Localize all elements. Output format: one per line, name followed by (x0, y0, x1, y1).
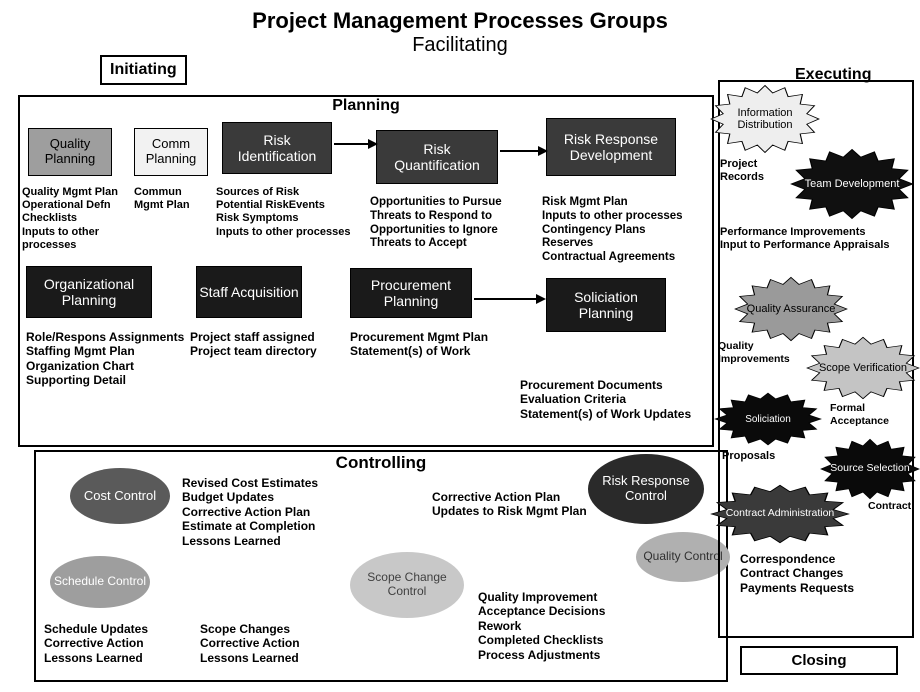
proc-procurement-planning: Procurement Planning (350, 268, 472, 318)
proc-cost-control: Cost Control (70, 468, 170, 524)
out-riskid: Sources of Risk Potential RiskEvents Ris… (216, 186, 366, 239)
out-riskr: Risk Mgmt Plan Inputs to other processes… (542, 196, 722, 265)
proc-solicitation-planning: Soliciation Planning (546, 278, 666, 332)
proc-quality-assurance: Quality Assurance (734, 276, 848, 342)
arrow-riskid-riskq-head (368, 139, 378, 149)
group-closing: Closing (740, 646, 898, 675)
proc-comm-planning: Comm Planning (134, 128, 208, 176)
out-staff: Project staff assigned Project team dire… (190, 330, 350, 359)
out-source: Contract (868, 500, 920, 513)
out-org: Role/Respons Assignments Staffing Mgmt P… (26, 330, 186, 388)
out-solicx: Proposals (722, 450, 802, 463)
out-scope: Scope Changes Corrective Action Lessons … (200, 622, 360, 665)
proc-info-distribution: Information Distribution (710, 84, 820, 154)
proc-org-planning: Organizational Planning (26, 266, 152, 318)
out-contract: Correspondence Contract Changes Payments… (740, 552, 910, 595)
out-schedule: Schedule Updates Corrective Action Lesso… (44, 622, 204, 665)
proc-solicitation-exec: Soliciation (714, 392, 822, 446)
out-scopever: Formal Acceptance (830, 402, 920, 427)
arrow-riskq-riskr-head (538, 146, 548, 156)
out-procure: Procurement Mgmt Plan Statement(s) of Wo… (350, 330, 520, 359)
out-riskctrl: Corrective Action Plan Updates to Risk M… (432, 490, 602, 519)
proc-quality-planning: Quality Planning (28, 128, 112, 176)
arrow-proc-solic-head (536, 294, 546, 304)
proc-schedule-control: Schedule Control (50, 556, 150, 608)
proc-risk-quantification: Risk Quantification (376, 130, 498, 184)
planning-title: Planning (18, 97, 714, 115)
out-info: Project Records (720, 158, 800, 184)
out-team: Performance Improvements Input to Perfor… (720, 226, 920, 252)
out-comm: Commun Mgmt Plan (134, 186, 214, 212)
out-qa: Quality Improvements (718, 340, 818, 365)
proc-scope-change-control: Scope Change Control (350, 552, 464, 618)
group-initiating: Initiating (100, 55, 187, 85)
out-riskq: Opportunities to Pursue Threats to Respo… (370, 196, 540, 251)
out-qualctrl: Quality Improvement Acceptance Decisions… (478, 590, 648, 662)
proc-risk-response-dev: Risk Response Development (546, 118, 676, 176)
proc-risk-response-control: Risk Response Control (588, 454, 704, 524)
out-quality: Quality Mgmt Plan Operational Defn Check… (22, 186, 142, 252)
out-cost: Revised Cost Estimates Budget Updates Co… (182, 476, 358, 548)
proc-contract-admin: Contract Administration (710, 484, 850, 544)
proc-team-development: Team Development (790, 148, 914, 220)
proc-staff-acq: Staff Acquisition (196, 266, 302, 318)
proc-risk-identification: Risk Identification (222, 122, 332, 174)
page-subtitle: Facilitating (0, 34, 920, 57)
page-title: Project Management Processes Groups (0, 8, 920, 34)
proc-scope-verification: Scope Verification (806, 336, 920, 400)
out-solic: Procurement Documents Evaluation Criteri… (520, 378, 720, 421)
arrow-proc-solic (474, 298, 542, 300)
